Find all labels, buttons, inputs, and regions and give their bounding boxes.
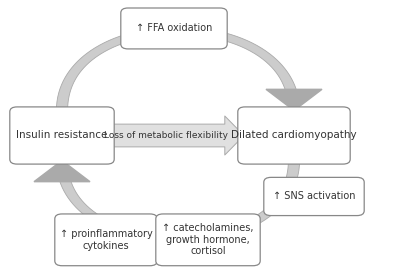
Text: ↑ catecholamines,
growth hormone,
cortisol: ↑ catecholamines, growth hormone, cortis…: [162, 223, 254, 256]
Polygon shape: [108, 116, 244, 155]
Text: ↑ SNS activation: ↑ SNS activation: [273, 192, 355, 201]
FancyBboxPatch shape: [10, 107, 114, 164]
Text: Dilated cardiomyopathy: Dilated cardiomyopathy: [231, 131, 357, 140]
FancyBboxPatch shape: [156, 214, 260, 266]
Text: Insulin resistance: Insulin resistance: [16, 131, 108, 140]
FancyBboxPatch shape: [264, 177, 364, 216]
FancyBboxPatch shape: [55, 214, 157, 266]
Polygon shape: [34, 160, 90, 182]
Text: ↑ FFA oxidation: ↑ FFA oxidation: [136, 24, 212, 33]
Text: ↑ proinflammatory
cytokines: ↑ proinflammatory cytokines: [60, 229, 152, 251]
FancyBboxPatch shape: [238, 107, 350, 164]
Polygon shape: [266, 89, 322, 111]
Text: Loss of metabolic flexibility: Loss of metabolic flexibility: [104, 131, 228, 140]
Polygon shape: [58, 160, 300, 243]
FancyBboxPatch shape: [121, 8, 227, 49]
Polygon shape: [56, 27, 298, 111]
